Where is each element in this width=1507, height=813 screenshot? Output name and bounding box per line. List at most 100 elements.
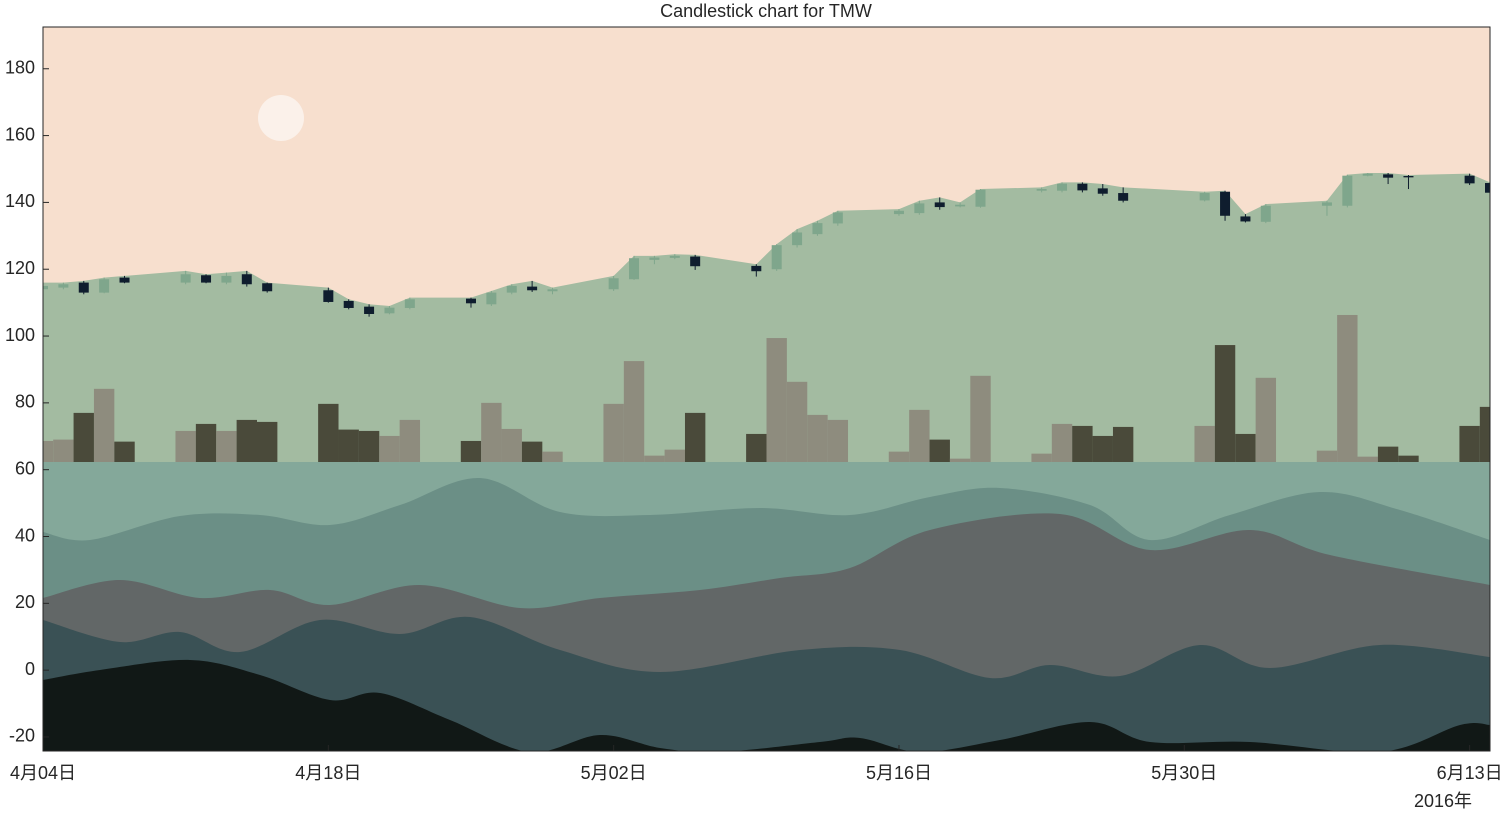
candle-body: [1077, 183, 1088, 191]
candle-body: [119, 277, 130, 283]
candle-body: [323, 290, 334, 302]
candle-body: [1036, 189, 1047, 191]
x-tick-label: 6月13日: [1437, 763, 1503, 783]
y-tick-label: 80: [15, 392, 35, 412]
candle-body: [975, 189, 986, 207]
volume-bar: [542, 451, 563, 462]
x-tick-label: 4月04日: [10, 763, 76, 783]
volume-bar: [1051, 423, 1073, 462]
candle-body: [465, 298, 476, 304]
volume-bar: [175, 430, 196, 462]
volume-bar: [1031, 453, 1052, 462]
volume-bar: [603, 403, 624, 462]
candle-body: [547, 289, 558, 292]
volume-bar: [909, 409, 930, 462]
volume-bar: [195, 423, 217, 462]
volume-bar: [501, 428, 522, 462]
x-offset-label: 2016年: [1414, 791, 1472, 811]
candle-body: [78, 282, 89, 293]
candle-body: [1362, 173, 1373, 176]
candle-body: [364, 306, 375, 314]
candle-body: [955, 204, 966, 207]
volume-bar: [1214, 345, 1236, 462]
y-tick-label: 180: [5, 58, 35, 78]
candle-body: [690, 256, 701, 267]
volume-bar: [949, 458, 971, 462]
volume-bar: [1235, 433, 1256, 462]
y-tick-label: 120: [5, 258, 35, 278]
candle-body: [1220, 191, 1231, 216]
y-tick-label: 20: [15, 592, 35, 612]
y-tick-label: 160: [5, 124, 35, 144]
candle-body: [1240, 216, 1251, 222]
volume-bar: [481, 402, 502, 462]
candle-body: [43, 285, 48, 290]
volume-bar: [1194, 425, 1215, 462]
volume-bar: [358, 430, 380, 462]
candle-body: [1118, 193, 1129, 201]
candle-body: [1199, 193, 1210, 201]
y-tick-label: 100: [5, 325, 35, 345]
volume-bar: [1357, 456, 1378, 462]
candle-body: [1342, 175, 1353, 206]
candle-body: [262, 283, 273, 292]
volume-bar: [1479, 406, 1490, 462]
volume-bar: [888, 451, 910, 462]
candle-body: [934, 202, 945, 208]
volume-bar: [807, 414, 828, 462]
axes: -20 0 20 40 60 80 100 120 140 160 180 4月04日 4月18日 5月0…: [5, 58, 1503, 783]
candle-body: [629, 258, 640, 280]
y-tick-label: 60: [15, 458, 35, 478]
candle-body: [180, 274, 191, 283]
volume-bar: [236, 419, 257, 462]
volume-bar: [1398, 455, 1419, 462]
volume-bar: [1072, 425, 1093, 462]
candle-body: [1260, 205, 1271, 222]
candle-body: [58, 284, 69, 288]
x-tick-label: 5月30日: [1151, 763, 1217, 783]
candle-body: [832, 212, 843, 224]
volume-bar: [970, 375, 991, 462]
y-tick-label: 40: [15, 525, 35, 545]
candle-body: [506, 285, 517, 293]
candle-body: [343, 300, 354, 308]
volume-bar: [684, 412, 706, 462]
volume-bar: [929, 439, 950, 462]
candle-body: [1321, 202, 1332, 206]
plot-area: [43, 27, 1490, 751]
wave: [43, 659, 1490, 751]
volume-bar: [786, 381, 808, 462]
candle-body: [608, 278, 619, 290]
candle-body: [914, 203, 925, 214]
candle-layer: [43, 173, 1490, 317]
volume-bar: [746, 433, 767, 462]
hill-layer: [43, 173, 1490, 463]
candle-body: [1485, 183, 1490, 193]
axes-box: [42, 26, 1491, 752]
volume-layer: [43, 314, 1490, 462]
volume-bar: [766, 338, 787, 462]
volume-bar: [623, 361, 645, 462]
volume-bar: [114, 441, 135, 462]
volume-bar: [1112, 426, 1134, 462]
candle-body: [527, 286, 538, 291]
candle-body: [812, 223, 823, 235]
volume-bar: [379, 435, 400, 462]
candle-body: [241, 274, 252, 285]
candle-body: [1097, 188, 1108, 194]
volume-bar: [53, 439, 74, 462]
candle-body: [792, 232, 803, 246]
volume-bar: [1459, 425, 1480, 462]
volume-bar: [1255, 377, 1277, 462]
candle-body: [649, 257, 660, 260]
candle-body: [486, 292, 497, 305]
y-tick-label: 140: [5, 191, 35, 211]
volume-bar: [256, 421, 278, 462]
volume-bar: [521, 441, 543, 462]
volume-bar: [216, 430, 237, 462]
x-tick-label: 4月18日: [295, 763, 361, 783]
candle-body: [404, 299, 415, 308]
candle-body: [669, 255, 680, 258]
volume-bar: [664, 449, 685, 462]
